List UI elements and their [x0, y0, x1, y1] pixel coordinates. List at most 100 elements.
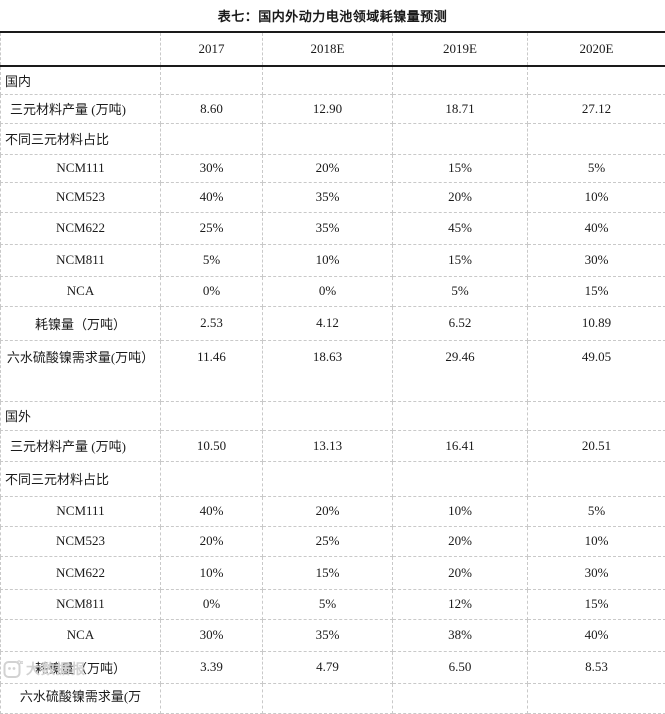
- row-label-cell: 不同三元材料占比: [1, 461, 161, 496]
- value-cell: 5%: [528, 496, 665, 526]
- value-cell: 30%: [528, 556, 665, 589]
- value-cell: 35%: [263, 619, 393, 651]
- table-title: 表七：国内外动力电池领域耗镍量预测: [0, 0, 665, 31]
- row-label-cell: 三元材料产量 (万吨): [1, 94, 161, 123]
- value-cell: 38%: [393, 619, 528, 651]
- value-cell: [161, 66, 263, 94]
- value-cell: 5%: [161, 244, 263, 276]
- value-cell: 15%: [528, 276, 665, 306]
- value-cell: 20%: [393, 182, 528, 212]
- value-cell: 15%: [393, 154, 528, 182]
- value-cell: 20%: [263, 154, 393, 182]
- value-cell: [161, 683, 263, 713]
- value-cell: [161, 401, 263, 430]
- value-cell: 40%: [528, 619, 665, 651]
- row-label-cell: NCA: [1, 276, 161, 306]
- value-cell: 11.46: [161, 340, 263, 401]
- value-cell: 0%: [161, 276, 263, 306]
- value-cell: 35%: [263, 212, 393, 244]
- value-cell: 8.53: [528, 651, 665, 683]
- value-cell: [393, 123, 528, 154]
- value-cell: 12.90: [263, 94, 393, 123]
- row-label-cell: NCM622: [1, 212, 161, 244]
- value-cell: 16.41: [393, 430, 528, 461]
- value-cell: 15%: [528, 589, 665, 619]
- header-label-cell: [1, 32, 161, 66]
- value-cell: 6.52: [393, 306, 528, 340]
- row-label-cell: NCM111: [1, 496, 161, 526]
- value-cell: [161, 461, 263, 496]
- value-cell: 6.50: [393, 651, 528, 683]
- value-cell: 29.46: [393, 340, 528, 401]
- value-cell: 10%: [528, 182, 665, 212]
- value-cell: 5%: [393, 276, 528, 306]
- row-label-cell: NCM111: [1, 154, 161, 182]
- value-cell: 3.39: [161, 651, 263, 683]
- row-label-cell: 耗镍量（万吨）: [1, 651, 161, 683]
- table-row: 六水硫酸镍需求量(万: [1, 683, 665, 713]
- header-year-cell: 2019E: [393, 32, 528, 66]
- value-cell: [263, 123, 393, 154]
- value-cell: 30%: [528, 244, 665, 276]
- value-cell: 8.60: [161, 94, 263, 123]
- row-label-cell: 耗镍量（万吨）: [1, 306, 161, 340]
- value-cell: 45%: [393, 212, 528, 244]
- header-year-cell: 2018E: [263, 32, 393, 66]
- value-cell: 10.89: [528, 306, 665, 340]
- value-cell: 15%: [393, 244, 528, 276]
- value-cell: 25%: [263, 526, 393, 556]
- value-cell: [263, 401, 393, 430]
- value-cell: 2.53: [161, 306, 263, 340]
- value-cell: 40%: [161, 496, 263, 526]
- row-label-cell: NCA: [1, 619, 161, 651]
- row-label-cell: NCM811: [1, 589, 161, 619]
- value-cell: 18.63: [263, 340, 393, 401]
- row-label-cell: 六水硫酸镍需求量(万: [1, 683, 161, 713]
- value-cell: [393, 461, 528, 496]
- value-cell: 4.79: [263, 651, 393, 683]
- row-label-cell: 国外: [1, 401, 161, 430]
- value-cell: 10%: [161, 556, 263, 589]
- value-cell: [393, 401, 528, 430]
- value-cell: 30%: [161, 619, 263, 651]
- value-cell: 10%: [528, 526, 665, 556]
- value-cell: 10.50: [161, 430, 263, 461]
- value-cell: [528, 401, 665, 430]
- value-cell: [528, 683, 665, 713]
- value-cell: 5%: [263, 589, 393, 619]
- value-cell: [528, 123, 665, 154]
- value-cell: 40%: [528, 212, 665, 244]
- value-cell: 20%: [263, 496, 393, 526]
- value-cell: [161, 123, 263, 154]
- value-cell: 20%: [393, 526, 528, 556]
- table-row: 国外: [1, 401, 665, 430]
- value-cell: 10%: [393, 496, 528, 526]
- value-cell: 49.05: [528, 340, 665, 401]
- header-year-cell: 2017: [161, 32, 263, 66]
- value-cell: 13.13: [263, 430, 393, 461]
- row-label-cell: 国内: [1, 66, 161, 94]
- row-label-cell: NCM811: [1, 244, 161, 276]
- value-cell: [528, 66, 665, 94]
- value-cell: 40%: [161, 182, 263, 212]
- value-cell: [393, 66, 528, 94]
- value-cell: 0%: [263, 276, 393, 306]
- value-cell: 5%: [528, 154, 665, 182]
- value-cell: 30%: [161, 154, 263, 182]
- value-cell: 12%: [393, 589, 528, 619]
